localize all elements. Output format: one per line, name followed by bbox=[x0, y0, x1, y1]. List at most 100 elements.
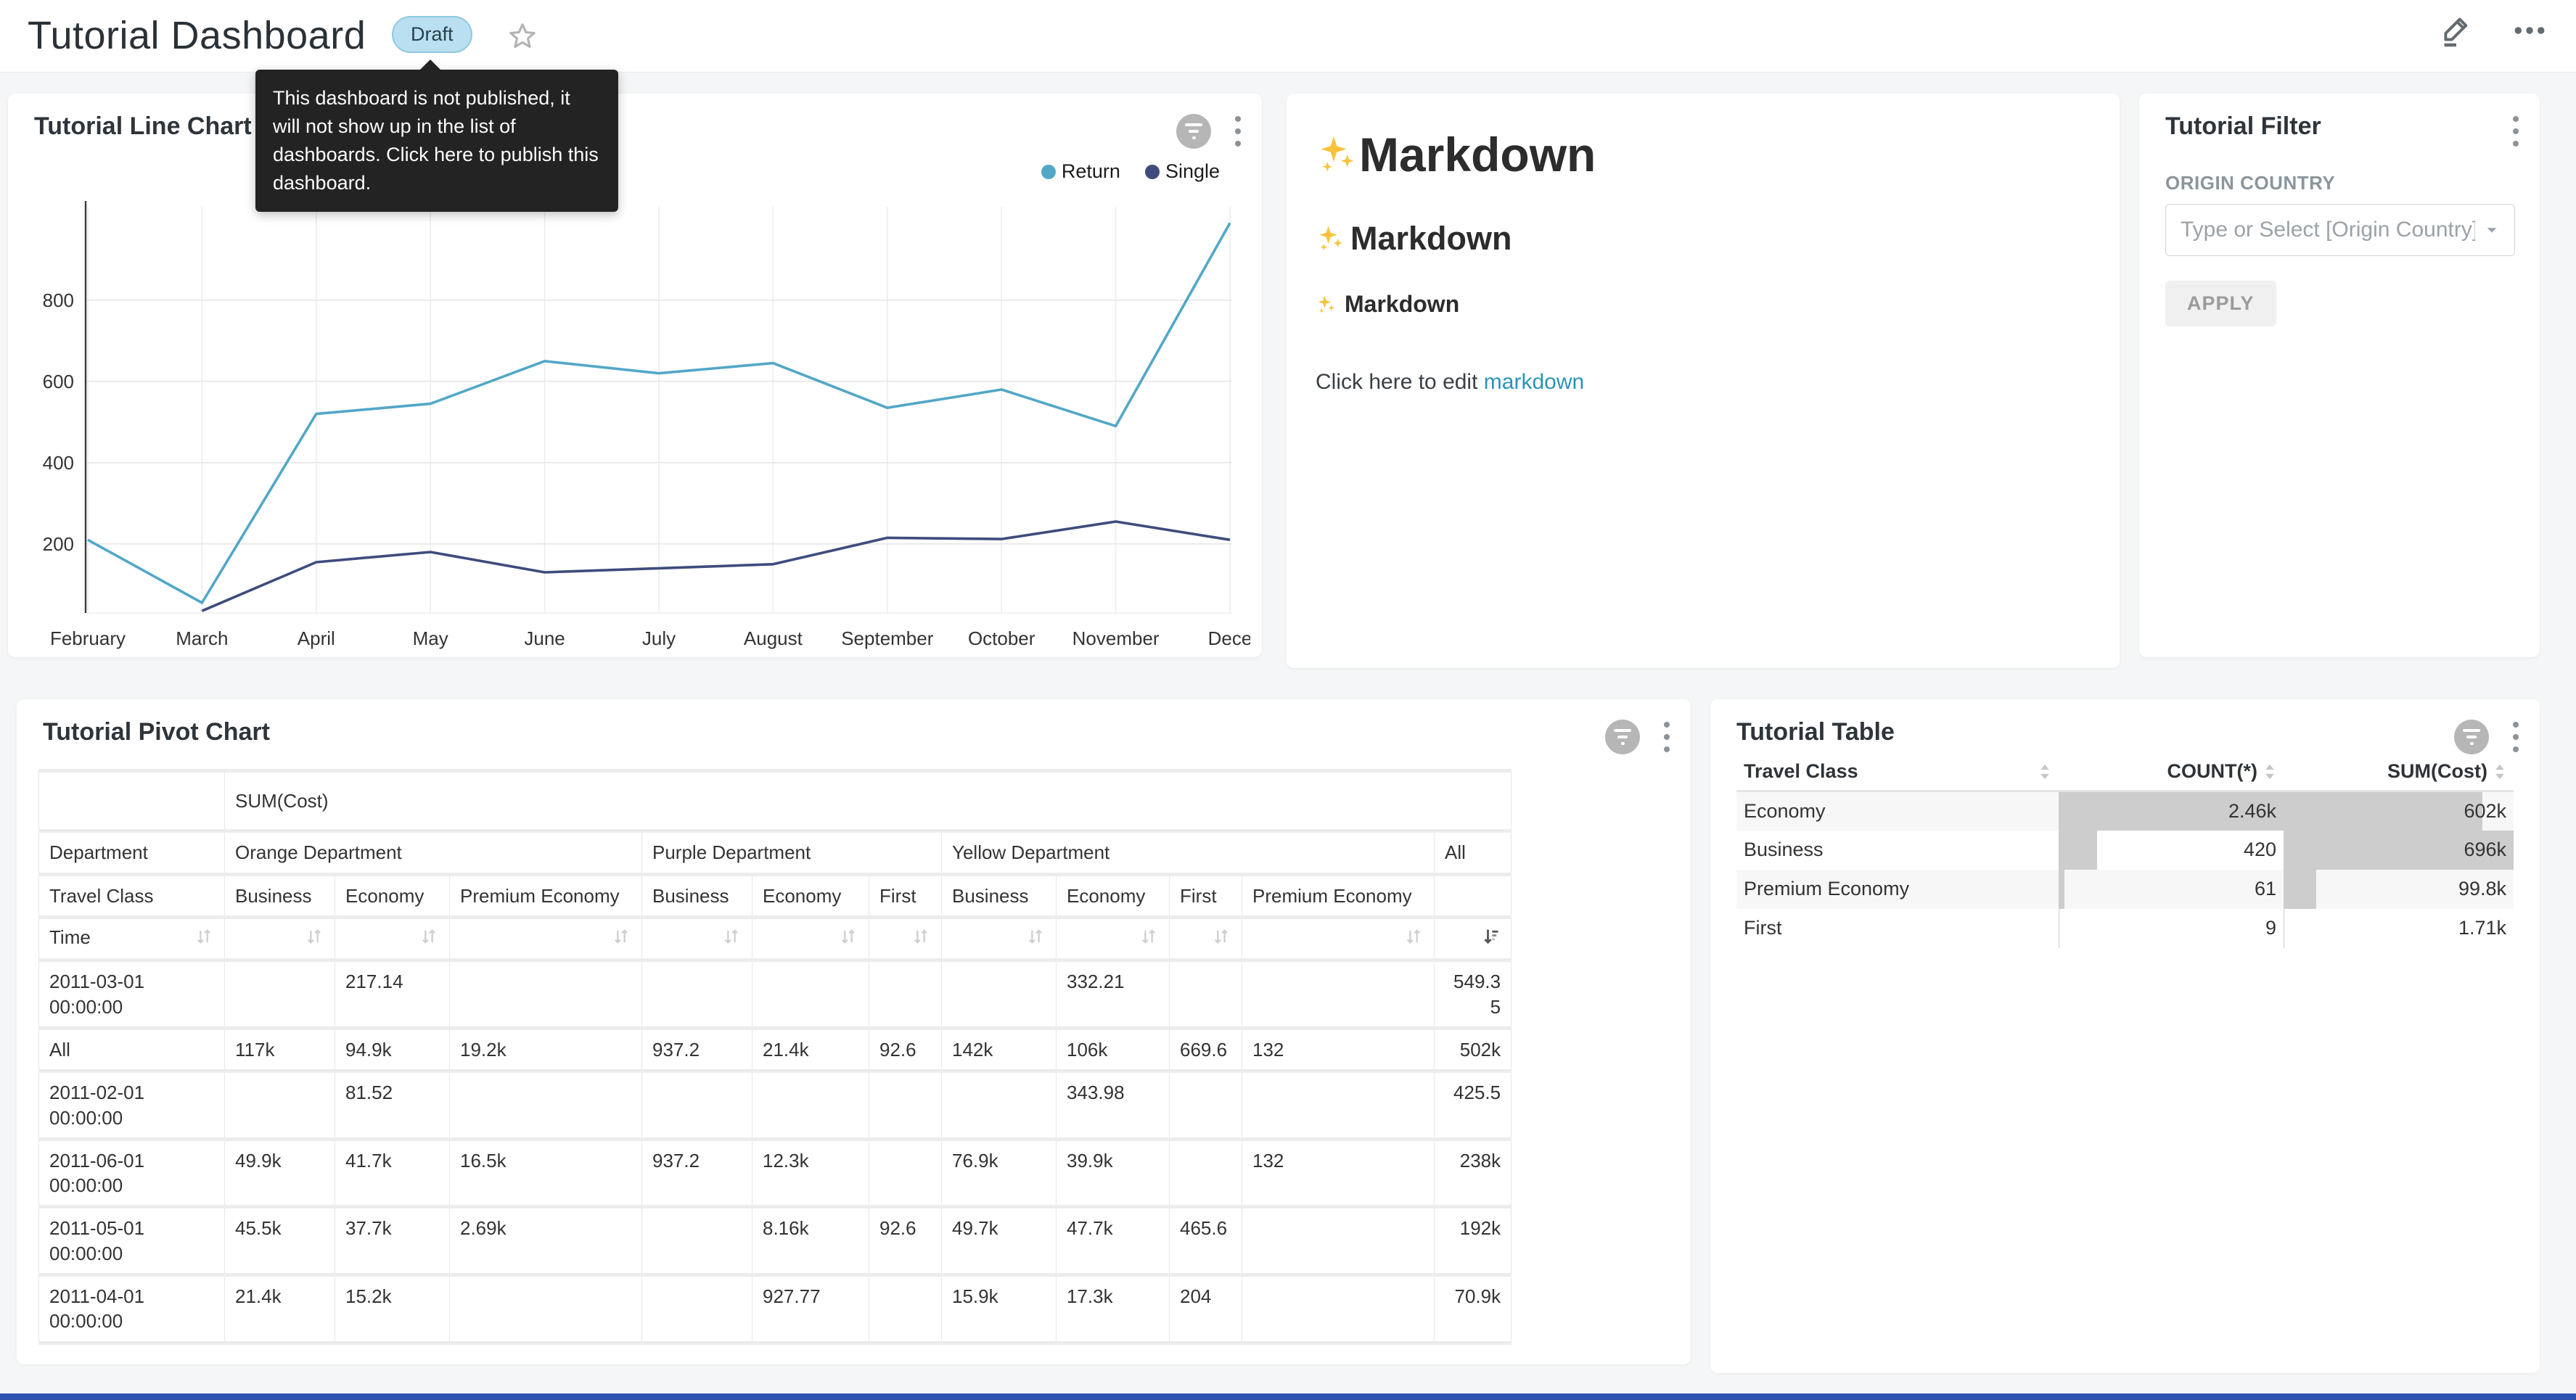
pivot-class-header: Business bbox=[225, 874, 335, 917]
markdown-edit-link[interactable]: markdown bbox=[1484, 370, 1584, 394]
legend-item-return[interactable]: Return bbox=[1041, 160, 1120, 183]
sort-icon[interactable] bbox=[611, 926, 631, 952]
pivot-cell bbox=[450, 1071, 642, 1140]
pivot-cell: 49.9k bbox=[225, 1139, 335, 1207]
pivot-cell: 106k bbox=[1057, 1028, 1170, 1071]
svg-text:August: August bbox=[744, 627, 803, 649]
pivot-cell: 21.4k bbox=[225, 1275, 335, 1343]
sort-icon[interactable] bbox=[1211, 926, 1231, 952]
pivot-dept-header: Orange Department bbox=[225, 831, 642, 874]
pivot-row-label: 2011-03-01 00:00:00 bbox=[39, 960, 225, 1029]
sort-carets-icon bbox=[2263, 762, 2276, 781]
pivot-cell bbox=[642, 1207, 752, 1275]
legend-item-single[interactable]: Single bbox=[1145, 160, 1220, 183]
kebab-menu-icon[interactable] bbox=[2508, 720, 2524, 754]
pivot-cell: 49.7k bbox=[942, 1207, 1057, 1275]
pivot-cell bbox=[642, 1071, 752, 1140]
sort-desc-active-icon[interactable] bbox=[1480, 926, 1501, 952]
col-header-sum-cost[interactable]: SUM(Cost) bbox=[2284, 753, 2514, 791]
markdown-paragraph: Click here to edit markdown bbox=[1316, 370, 2091, 395]
cell-count: 61 bbox=[2059, 870, 2284, 909]
pivot-dept-header: Yellow Department bbox=[942, 831, 1435, 874]
pivot-cell bbox=[642, 960, 752, 1029]
edit-pencil-icon[interactable] bbox=[2437, 10, 2477, 51]
pivot-cell bbox=[869, 1139, 942, 1207]
svg-text:November: November bbox=[1072, 627, 1160, 649]
pivot-class-header: Economy bbox=[752, 874, 869, 917]
pivot-cell: 132 bbox=[1242, 1028, 1435, 1071]
pivot-row-label: 2011-05-01 00:00:00 bbox=[39, 1207, 225, 1275]
pivot-row-label: All bbox=[39, 1028, 225, 1071]
kebab-menu-icon[interactable] bbox=[1659, 720, 1675, 754]
pivot-cell: 132 bbox=[1242, 1139, 1435, 1207]
svg-text:April: April bbox=[298, 627, 335, 649]
draft-status-badge[interactable]: Draft bbox=[392, 16, 472, 53]
line-chart-plot: 200 400 600 800FebruaryMarchAprilMayJune… bbox=[17, 186, 1250, 669]
svg-text:October: October bbox=[968, 627, 1035, 649]
cell-count: 2.46k bbox=[2059, 791, 2284, 831]
pivot-cell: 238k bbox=[1435, 1139, 1511, 1207]
dashboard-header: Tutorial Dashboard Draft bbox=[0, 0, 2576, 73]
pivot-sort-cell bbox=[1242, 917, 1435, 960]
pivot-sort-cell bbox=[1170, 917, 1242, 960]
page-title: Tutorial Dashboard bbox=[28, 13, 366, 58]
pivot-class-header: Premium Economy bbox=[1242, 874, 1435, 917]
pivot-chart-card: Tutorial Pivot Chart SUM(Cost)Department… bbox=[17, 699, 1691, 1364]
pivot-cell bbox=[869, 960, 942, 1029]
pivot-row: 2011-02-01 00:00:0081.52343.98425.5 bbox=[39, 1071, 1511, 1140]
pivot-cell bbox=[942, 1071, 1057, 1140]
pivot-cell: 70.9k bbox=[1435, 1275, 1511, 1343]
kebab-menu-icon[interactable] bbox=[1230, 114, 1246, 149]
markdown-h2: Markdown bbox=[1316, 220, 2091, 258]
pivot-row: All117k94.9k19.2k937.221.4k92.6142k106k6… bbox=[39, 1028, 1511, 1071]
sort-icon[interactable] bbox=[1403, 926, 1424, 952]
more-options-ellipsis-icon[interactable] bbox=[2509, 10, 2550, 51]
filter-badge-icon[interactable] bbox=[1176, 114, 1211, 149]
kebab-menu-icon[interactable] bbox=[2508, 114, 2524, 149]
markdown-h1: Markdown bbox=[1316, 127, 2091, 182]
pivot-dept-header: Department bbox=[39, 831, 225, 874]
pivot-cell: 92.6 bbox=[869, 1028, 942, 1071]
filter-badge-icon[interactable] bbox=[2454, 720, 2489, 754]
svg-text:May: May bbox=[413, 627, 448, 649]
chevron-down-icon bbox=[2484, 222, 2500, 238]
cell-count: 9 bbox=[2059, 909, 2284, 948]
pivot-metric-header: SUM(Cost) bbox=[225, 771, 1511, 831]
sort-icon[interactable] bbox=[838, 926, 858, 952]
pivot-sort-cell bbox=[642, 917, 752, 960]
apply-button[interactable]: APPLY bbox=[2165, 281, 2276, 326]
col-header-count[interactable]: COUNT(*) bbox=[2059, 753, 2284, 791]
pivot-cell: 19.2k bbox=[450, 1028, 642, 1071]
sort-icon[interactable] bbox=[911, 926, 931, 952]
pivot-table: SUM(Cost)DepartmentOrange DepartmentPurp… bbox=[38, 769, 1511, 1345]
pivot-cell bbox=[942, 960, 1057, 1029]
pivot-row: 2011-03-01 00:00:00217.14332.21549.35 bbox=[39, 960, 1511, 1029]
sort-icon[interactable] bbox=[1025, 926, 1046, 952]
col-header-travel-class[interactable]: Travel Class bbox=[1736, 753, 2059, 791]
pivot-row: 2011-04-01 00:00:0021.4k15.2k927.7715.9k… bbox=[39, 1275, 1511, 1343]
svg-text:800: 800 bbox=[43, 289, 74, 311]
table-row: Premium Economy 61 99.8k bbox=[1736, 870, 2514, 909]
sort-carets-icon bbox=[2493, 762, 2506, 781]
pivot-cell bbox=[1170, 960, 1242, 1029]
sparkles-icon bbox=[1316, 131, 1359, 178]
pivot-cell: 192k bbox=[1435, 1207, 1511, 1275]
svg-text:Dece: Dece bbox=[1208, 627, 1250, 649]
pivot-cell: 47.7k bbox=[1057, 1207, 1170, 1275]
filter-badge-icon[interactable] bbox=[1605, 720, 1640, 754]
sort-icon[interactable] bbox=[304, 926, 324, 952]
bottom-accent-bar bbox=[0, 1393, 2576, 1400]
pivot-row-label: 2011-04-01 00:00:00 bbox=[39, 1275, 225, 1343]
pivot-cell bbox=[1242, 1207, 1435, 1275]
chart-legend: Return Single bbox=[1041, 160, 1220, 183]
sort-icon[interactable] bbox=[1139, 926, 1159, 952]
cell-travel-class: Economy bbox=[1736, 791, 2059, 831]
sort-icon[interactable] bbox=[419, 926, 439, 952]
data-table: Travel Class COUNT(*) SUM(Cost) Economy … bbox=[1736, 753, 2514, 948]
origin-country-select[interactable]: Type or Select [Origin Country] bbox=[2165, 204, 2515, 256]
favorite-star-icon[interactable] bbox=[502, 16, 543, 57]
sort-icon[interactable] bbox=[194, 926, 214, 952]
pivot-cell: 81.52 bbox=[335, 1071, 450, 1140]
sort-icon[interactable] bbox=[721, 926, 742, 952]
pivot-cell bbox=[450, 960, 642, 1029]
